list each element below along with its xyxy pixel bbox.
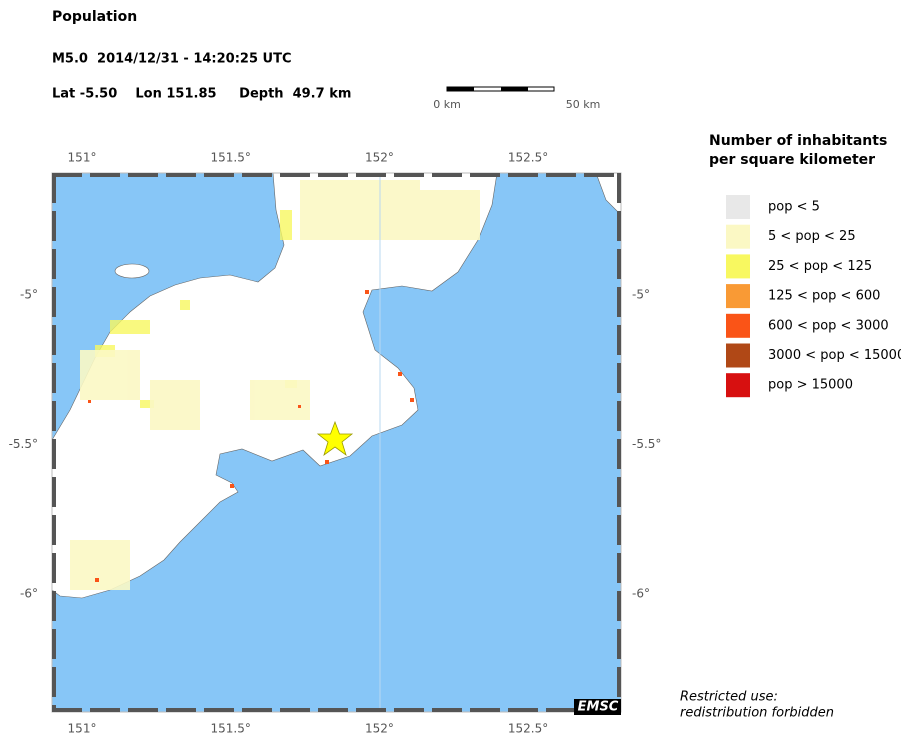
lon-tick-label: 152° (365, 151, 394, 165)
lat-tick-label: -5.5° (9, 437, 38, 451)
logo: EMSC (578, 700, 619, 715)
legend-swatch (726, 224, 750, 249)
lon-tick-label: 152.5° (508, 722, 548, 736)
legend-label: 125 < pop < 600 (768, 289, 880, 304)
lat-tick-label: -6° (20, 587, 38, 601)
scale-bar: 0 km 50 km (433, 86, 601, 111)
lat-tick-label: -5.5° (632, 437, 661, 451)
scale-label: 50 km (566, 98, 601, 111)
location-info: Lat -5.50 Lon 151.85 Depth 49.7 km (52, 87, 351, 102)
legend-label: pop < 5 (768, 200, 820, 215)
lon-tick-label: 151° (68, 722, 97, 736)
lat-tick-label: -5° (632, 288, 650, 302)
title: Population (52, 9, 137, 25)
legend-swatch (726, 343, 750, 368)
legend-title: per square kilometer (709, 152, 875, 168)
scale-label: 0 km (433, 98, 461, 111)
lon-tick-label: 152.5° (508, 151, 548, 165)
lon-tick-label: 151.5° (211, 722, 251, 736)
legend-label: 25 < pop < 125 (768, 259, 872, 274)
lon-tick-label: 151.5° (211, 151, 251, 165)
lat-tick-label: -5° (20, 288, 38, 302)
legend-swatch (726, 195, 750, 219)
map: EMSC (51, 172, 622, 715)
legend-label: 5 < pop < 25 (768, 229, 856, 244)
lat-tick-label: -6° (632, 587, 650, 601)
axis-ticks: 151° 151° 151.5° 151.5° 152° 152° 152.5° 152.5°… (9, 151, 662, 736)
event-info: M5.0 2014/12/31 - 14:20:25 UTC (52, 52, 291, 67)
legend: pop < 5 5 < pop < 25 25 < pop < 125 125 < p… (726, 195, 901, 398)
footer-note: Restricted use: (680, 690, 778, 705)
legend-swatch (726, 373, 750, 398)
legend-title: Number of inhabitants (709, 133, 887, 149)
lon-tick-label: 151° (68, 151, 97, 165)
legend-label: pop > 15000 (768, 378, 853, 393)
footer-note: redistribution forbidden (680, 706, 834, 721)
legend-swatch (726, 254, 750, 279)
legend-label: 600 < pop < 3000 (768, 318, 889, 333)
legend-swatch (726, 313, 750, 338)
lon-tick-label: 152° (365, 722, 394, 736)
legend-swatch (726, 284, 750, 309)
legend-label: 3000 < pop < 15000 (768, 348, 901, 363)
